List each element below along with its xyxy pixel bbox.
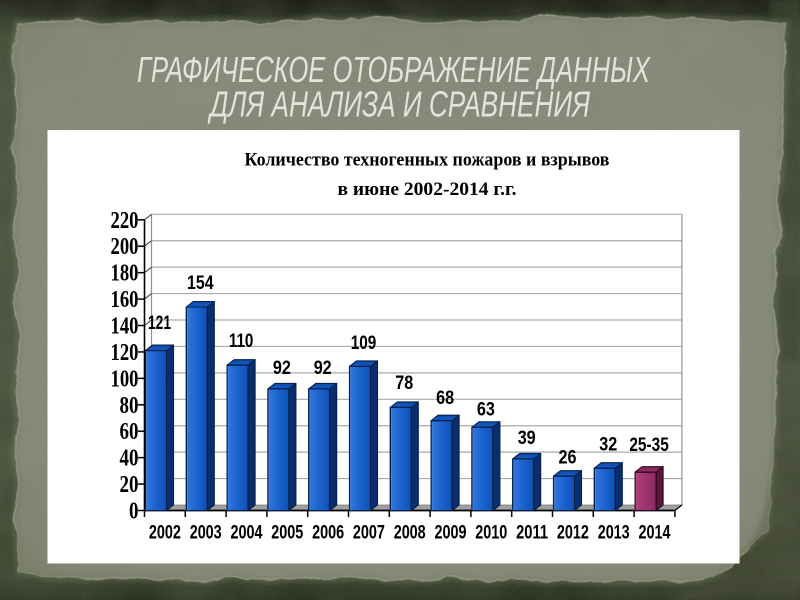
svg-text:2002: 2002 [149, 523, 181, 544]
svg-text:109: 109 [351, 333, 377, 354]
svg-text:25-35: 25-35 [629, 435, 669, 456]
svg-text:200: 200 [111, 234, 139, 260]
svg-text:100: 100 [111, 366, 139, 392]
svg-text:0: 0 [129, 499, 139, 525]
svg-text:180: 180 [111, 261, 139, 287]
svg-text:92: 92 [314, 358, 332, 379]
svg-text:2003: 2003 [190, 523, 222, 544]
svg-text:2009: 2009 [435, 523, 467, 544]
svg-text:110: 110 [229, 331, 254, 352]
svg-text:63: 63 [477, 399, 495, 420]
svg-text:ГРАФИЧЕСКОЕ ОТОБРАЖЕНИЕ ДАННЫХ: ГРАФИЧЕСКОЕ ОТОБРАЖЕНИЕ ДАННЫХ [137, 49, 651, 90]
svg-text:40: 40 [120, 446, 139, 472]
svg-text:Количество техногенных пожаров: Количество техногенных пожаров и взрывов [245, 150, 610, 171]
svg-text:140: 140 [111, 314, 139, 340]
svg-text:121: 121 [148, 313, 171, 334]
svg-text:2011: 2011 [516, 523, 548, 544]
svg-text:60: 60 [120, 419, 139, 445]
svg-text:2010: 2010 [475, 523, 507, 544]
svg-text:2006: 2006 [312, 523, 344, 544]
svg-text:2008: 2008 [394, 523, 426, 544]
svg-text:2004: 2004 [231, 523, 263, 544]
svg-text:32: 32 [599, 435, 617, 456]
svg-text:2012: 2012 [557, 523, 589, 544]
svg-text:39: 39 [518, 428, 536, 449]
svg-text:2014: 2014 [639, 523, 671, 544]
svg-text:68: 68 [436, 388, 454, 409]
svg-text:2013: 2013 [598, 523, 630, 544]
svg-text:80: 80 [120, 393, 139, 419]
svg-text:154: 154 [187, 273, 214, 294]
svg-text:ДЛЯ АНАЛИЗА И СРАВНЕНИЯ: ДЛЯ АНАЛИЗА И СРАВНЕНИЯ [207, 84, 590, 125]
svg-text:в июне 2002-2014 г.г.: в июне 2002-2014 г.г. [338, 179, 517, 200]
svg-text:26: 26 [559, 447, 577, 468]
svg-text:92: 92 [273, 358, 291, 379]
svg-text:120: 120 [111, 340, 139, 366]
svg-text:2007: 2007 [353, 523, 385, 544]
svg-text:20: 20 [120, 472, 139, 498]
svg-text:78: 78 [395, 373, 413, 394]
svg-text:220: 220 [111, 208, 139, 234]
svg-text:2005: 2005 [271, 523, 303, 544]
svg-text:160: 160 [111, 287, 139, 313]
